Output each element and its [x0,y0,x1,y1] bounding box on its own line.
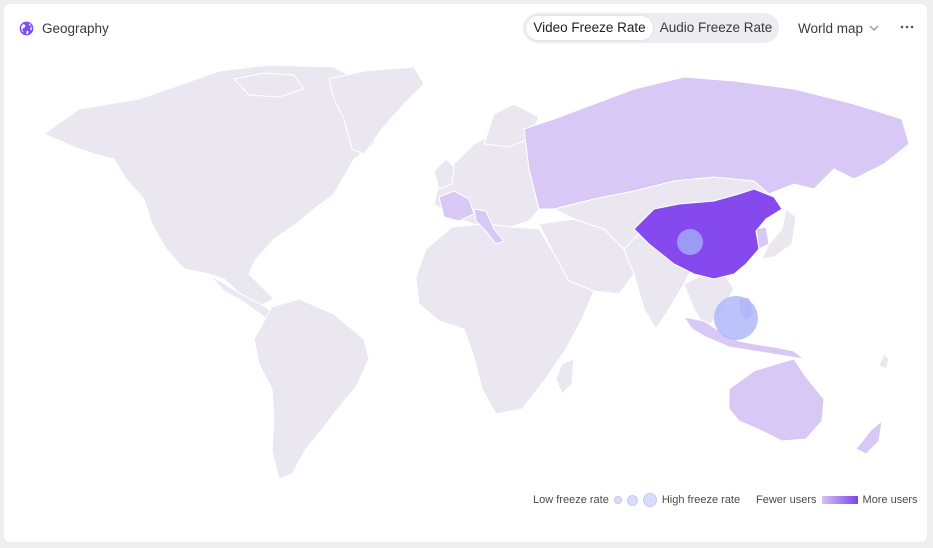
more-horizontal-icon [900,25,914,29]
pacific-islands[interactable] [878,353,890,370]
tab-audio-freeze-rate[interactable]: Audio Freeze Rate [659,20,773,35]
legend-low-freeze: Low freeze rate [533,494,609,506]
tab-video-freeze-rate[interactable]: Video Freeze Rate [526,16,653,40]
country-china[interactable] [633,188,783,280]
madagascar[interactable] [555,358,575,395]
card-header: Geography [19,18,109,38]
greenland[interactable] [328,66,425,155]
freeze-rate-legend: Low freeze rate High freeze rate [533,493,740,507]
chevron-down-icon [869,25,879,31]
legend-fewer-users: Fewer users [756,494,817,506]
map-view-select-value: World map [798,20,864,36]
legend-bubble-small [613,496,622,504]
legend-bubble-medium [626,494,638,506]
country-new-zealand[interactable] [855,419,883,455]
legend-users-gradient [821,496,858,504]
uk[interactable] [433,158,455,190]
country-australia[interactable] [728,358,825,442]
legend-high-freeze: High freeze rate [661,494,741,506]
legend-bubble-large [642,493,657,507]
user-count-legend: Fewer users More users [756,493,918,507]
globe-icon [19,21,34,35]
map-view-select[interactable]: World map [798,18,879,38]
country-france[interactable] [438,190,475,222]
world-map [42,64,910,480]
legend-more-users: More users [862,494,918,506]
geography-card: Geography Video Freeze Rate Audio Freeze… [4,4,927,542]
canadian-islands[interactable] [233,72,305,98]
more-options-button[interactable] [898,18,916,36]
card-title: Geography [42,20,109,36]
metric-tabs: Video Freeze Rate Audio Freeze Rate [523,13,779,43]
south-america[interactable] [253,298,370,480]
freeze-bubble-southeast-asia[interactable] [714,296,758,340]
japan[interactable] [761,208,797,260]
country-russia[interactable] [523,76,910,210]
freeze-bubble-china[interactable] [677,229,703,255]
north-america[interactable] [42,64,385,306]
country-italy[interactable] [473,208,505,245]
